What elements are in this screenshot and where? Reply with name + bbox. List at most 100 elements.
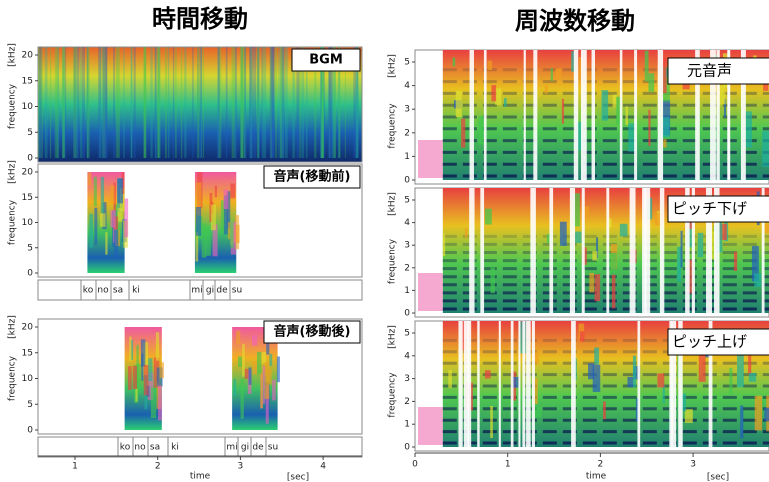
spectrogram-streak xyxy=(580,331,585,341)
spectrogram-streak xyxy=(123,47,124,158)
silence-gap xyxy=(571,321,576,447)
silence-gap xyxy=(526,321,531,447)
speech-streak xyxy=(224,189,229,209)
speech-streak xyxy=(277,356,280,382)
y-tick-label: 3 xyxy=(404,241,410,251)
speech-streak xyxy=(260,372,263,409)
x-tick-label: 3 xyxy=(690,460,696,470)
spectrogram-streak xyxy=(226,47,228,158)
spectrogram-streak xyxy=(80,47,82,158)
spectrogram-streak xyxy=(82,47,85,158)
phoneme: no xyxy=(97,286,109,296)
y-tick-label: 5 xyxy=(27,243,33,253)
phoneme: mi xyxy=(226,443,237,453)
y-tick-label: 1 xyxy=(404,286,410,296)
spectrogram-streak xyxy=(461,119,465,148)
spectrogram-streak xyxy=(181,47,182,158)
spectrogram-streak xyxy=(144,47,146,158)
x-tick-label: 2 xyxy=(598,460,604,470)
spectrogram-streak xyxy=(218,47,220,158)
silence-gap xyxy=(549,188,553,313)
panel-label: ピッチ下げ xyxy=(672,200,747,218)
y-tick-label: 15 xyxy=(22,76,33,86)
speech-streak xyxy=(110,210,115,227)
silence-gap xyxy=(469,188,474,313)
spectrogram-streak xyxy=(648,110,650,146)
y-tick-label: 3 xyxy=(404,374,410,384)
silence-gap xyxy=(511,321,514,447)
spectrogram-streak xyxy=(645,51,649,82)
spectrogram-streak xyxy=(456,91,462,117)
spectrogram-streak xyxy=(265,47,267,158)
spectrogram-streak xyxy=(244,47,245,158)
y-tick-label: 5 xyxy=(404,196,410,206)
panel-label: 音声(移動後) xyxy=(274,324,351,340)
right-title: 周波数移動 xyxy=(515,7,635,35)
silence-gap xyxy=(574,50,578,180)
y-tick-label: 0 xyxy=(27,269,33,279)
spectrogram-streak xyxy=(589,273,594,292)
speech-streak xyxy=(151,388,156,418)
spectrogram-streak xyxy=(275,47,277,158)
y-tick-label: 0 xyxy=(27,426,33,436)
y-tick-label: 1 xyxy=(404,152,410,162)
speech-streak xyxy=(215,186,217,197)
x-axis-unit: [sec] xyxy=(287,473,309,482)
speech-streak xyxy=(128,366,132,390)
speech-streak xyxy=(158,385,162,420)
spectrogram-streak xyxy=(240,47,243,158)
x-tick-label: 2 xyxy=(155,462,161,472)
spectrogram-streak xyxy=(555,69,561,80)
silence-gap xyxy=(606,188,609,313)
spectrogram-streak xyxy=(443,234,445,256)
spectrogram-streak xyxy=(765,224,769,233)
y-axis-unit: [kHz] xyxy=(8,43,18,67)
spectrogram-streak xyxy=(249,47,251,158)
panel-label: BGM xyxy=(309,53,343,68)
silence-gap xyxy=(570,188,575,313)
speech-streak xyxy=(117,178,123,203)
speech-streak xyxy=(160,362,164,378)
y-tick-label: 10 xyxy=(22,374,34,384)
speech-streak xyxy=(211,205,216,231)
spectrogram-streak xyxy=(504,98,507,107)
panel-label: 音声(移動前) xyxy=(274,169,351,185)
silence-gap xyxy=(642,188,646,313)
speech-streak xyxy=(202,223,207,257)
silence-gap xyxy=(518,321,520,447)
phoneme: gi xyxy=(241,443,249,453)
spectrogram-streak xyxy=(737,355,744,387)
phoneme: ki xyxy=(171,443,179,453)
x-tick-label: 1 xyxy=(72,462,78,472)
silence-gap xyxy=(620,50,623,180)
silence-gap xyxy=(522,321,525,447)
y-tick-label: 15 xyxy=(22,348,33,358)
spectrogram-streak xyxy=(534,351,538,364)
spectrogram-streak xyxy=(551,68,553,81)
spectrogram-streak xyxy=(184,47,186,158)
y-axis-label: frequency xyxy=(388,238,398,284)
speech-streak xyxy=(241,379,244,419)
spectrogram-streak xyxy=(545,86,548,94)
y-axis-unit: [kHz] xyxy=(388,325,398,349)
spectrogram-streak xyxy=(175,47,177,158)
x-axis-label: time xyxy=(190,472,211,482)
speech-streak xyxy=(100,213,106,226)
speech-streak xyxy=(156,332,159,360)
speech-streak xyxy=(94,208,97,245)
speech-streak xyxy=(195,232,198,261)
spectrogram-streak xyxy=(65,47,66,158)
spectrogram-streak xyxy=(103,47,105,158)
y-tick-label: 0 xyxy=(404,309,410,319)
phoneme: ki xyxy=(132,286,140,296)
spectrogram-streak xyxy=(203,47,204,158)
speech-streak xyxy=(238,357,242,367)
silence-gap xyxy=(630,188,636,313)
silence-gap xyxy=(634,50,637,180)
page: 時間移動 周波数移動 05101520frequency[kHz]BGM0510… xyxy=(0,0,769,482)
speech-streak xyxy=(272,380,276,401)
spectrogram-streak xyxy=(478,116,484,144)
phoneme: sa xyxy=(113,286,123,296)
silence-gap xyxy=(532,321,535,447)
spectrogram-streak xyxy=(754,273,761,287)
